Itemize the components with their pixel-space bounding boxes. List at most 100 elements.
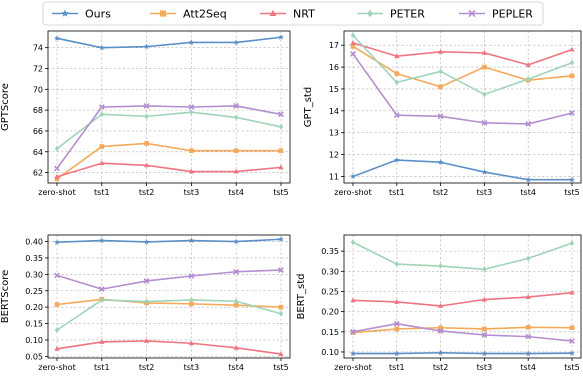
data-point-ours xyxy=(54,239,60,245)
data-point-nrt xyxy=(394,299,400,304)
data-point-peter xyxy=(569,240,575,246)
y-tick-label: 0.15 xyxy=(25,320,43,329)
data-point-peter xyxy=(394,261,400,267)
y-tick-label: 66 xyxy=(33,127,43,136)
data-point-peter xyxy=(189,297,194,303)
data-point-pepler xyxy=(393,320,400,327)
y-tick-label: 15 xyxy=(329,85,339,94)
y-tick-label: 0.35 xyxy=(25,254,43,263)
data-point-nrt xyxy=(438,48,444,54)
data-point-nrt xyxy=(233,344,239,350)
series-pepler xyxy=(54,103,284,172)
data-point-peter xyxy=(482,91,487,98)
data-point-peter xyxy=(278,310,284,317)
data-point-peter xyxy=(189,109,194,116)
panel-bertscore: 0.05 0.10 0.15 0.20 0.25 0.30 0.35 0.40 zero-sho… xyxy=(0,234,291,372)
series-line-nrt xyxy=(56,162,282,178)
data-point-att2seq xyxy=(144,141,149,146)
x-tick-label: tst5 xyxy=(273,363,289,372)
data-point-att2seq xyxy=(438,84,443,90)
data-point-ours xyxy=(393,156,400,163)
data-point-nrt xyxy=(144,338,150,343)
y-tick-label: 64 xyxy=(33,148,43,157)
y-axis-label: BERT_std xyxy=(296,274,307,320)
data-point-pepler xyxy=(54,165,60,172)
data-point-ours xyxy=(350,350,356,357)
series-ours xyxy=(350,156,575,183)
x-tick-label: tst1 xyxy=(389,363,405,372)
legend-entry-ours: Ours xyxy=(52,8,111,21)
data-point-att2seq xyxy=(482,326,487,332)
data-point-pepler xyxy=(98,286,105,293)
y-tick-label: 70 xyxy=(33,85,43,94)
y-tick-label: 0.15 xyxy=(321,328,339,337)
data-point-pepler xyxy=(525,121,532,127)
y-tick-label: 0.35 xyxy=(321,247,339,256)
y-axis-label: GPT_std xyxy=(303,87,314,127)
x-tick-label: tst2 xyxy=(433,188,449,197)
plot-frame xyxy=(47,234,291,359)
data-point-pepler xyxy=(481,119,488,126)
legend-label: PETER xyxy=(390,8,425,21)
panel-gpt-std: 11 12 13 14 15 16 17 zero-shot tst1 tst2 tst3 tst4 t… xyxy=(303,30,582,197)
data-point-ours xyxy=(525,350,532,357)
y-tick-label: 0.20 xyxy=(321,308,339,317)
x-tick-label: tst1 xyxy=(389,188,405,197)
series-att2seq xyxy=(54,296,284,310)
data-point-peter xyxy=(233,114,239,121)
y-tick-label: 0.30 xyxy=(321,267,339,276)
series-line-pepler xyxy=(56,105,282,169)
data-point-ours xyxy=(143,43,150,50)
data-point-peter xyxy=(482,266,487,273)
series-line-peter xyxy=(56,111,282,150)
legend-label: Ours xyxy=(85,8,111,21)
data-point-att2seq xyxy=(99,144,105,149)
data-point-peter xyxy=(233,298,239,305)
y-axis-label: BERTScore xyxy=(0,270,11,324)
data-point-pepler xyxy=(481,332,488,338)
series-pepler xyxy=(350,320,575,344)
y-tick-label: 0.20 xyxy=(25,303,43,312)
panel-bert-std: 0.10 0.15 0.20 0.25 0.30 0.35 zero-shot tst1 tst… xyxy=(296,234,582,372)
data-point-nrt xyxy=(99,339,105,344)
series-line-ours xyxy=(353,351,573,355)
data-point-pepler xyxy=(143,278,150,284)
data-point-att2seq xyxy=(438,325,443,331)
y-axis-label: GPTScore xyxy=(0,83,11,131)
data-point-peter xyxy=(525,255,531,262)
legend-entry-att2seq: Att2Seq xyxy=(150,8,227,21)
data-point-ours xyxy=(233,39,240,45)
data-point-peter xyxy=(569,59,575,66)
y-tick-label: 0.25 xyxy=(25,287,43,296)
x-tick-label: zero-shot xyxy=(334,363,371,372)
data-point-nrt xyxy=(188,340,194,346)
data-point-att2seq xyxy=(54,176,60,182)
series-line-nrt xyxy=(352,291,573,307)
series-nrt xyxy=(350,289,575,308)
data-point-ours xyxy=(98,44,105,51)
legend-marker-nrt xyxy=(269,9,277,17)
data-point-peter xyxy=(525,76,531,82)
data-point-nrt xyxy=(233,168,239,174)
series-line-ours xyxy=(352,159,572,181)
y-tick-label: 12 xyxy=(329,151,339,160)
data-point-att2seq xyxy=(233,148,239,154)
legend-marker-peter xyxy=(367,9,373,18)
data-point-ours xyxy=(569,176,575,183)
series-line-pepler xyxy=(352,53,573,125)
plot-frame xyxy=(47,30,291,184)
data-point-peter xyxy=(99,297,105,303)
y-tick-label: 14 xyxy=(329,107,339,116)
data-point-nrt xyxy=(144,162,150,168)
x-tick-label: tst1 xyxy=(94,188,110,197)
data-point-pepler xyxy=(278,111,284,118)
data-point-peter xyxy=(350,239,356,246)
x-tick-label: tst2 xyxy=(139,363,155,372)
series-line-peter xyxy=(56,299,282,331)
y-tick-label: 16 xyxy=(329,63,339,72)
legend-entry-nrt: NRT xyxy=(260,8,315,21)
y-tick-label: 0.10 xyxy=(25,336,43,345)
legend-frame xyxy=(42,1,544,26)
data-point-pepler xyxy=(350,51,356,57)
data-point-ours xyxy=(188,39,195,45)
